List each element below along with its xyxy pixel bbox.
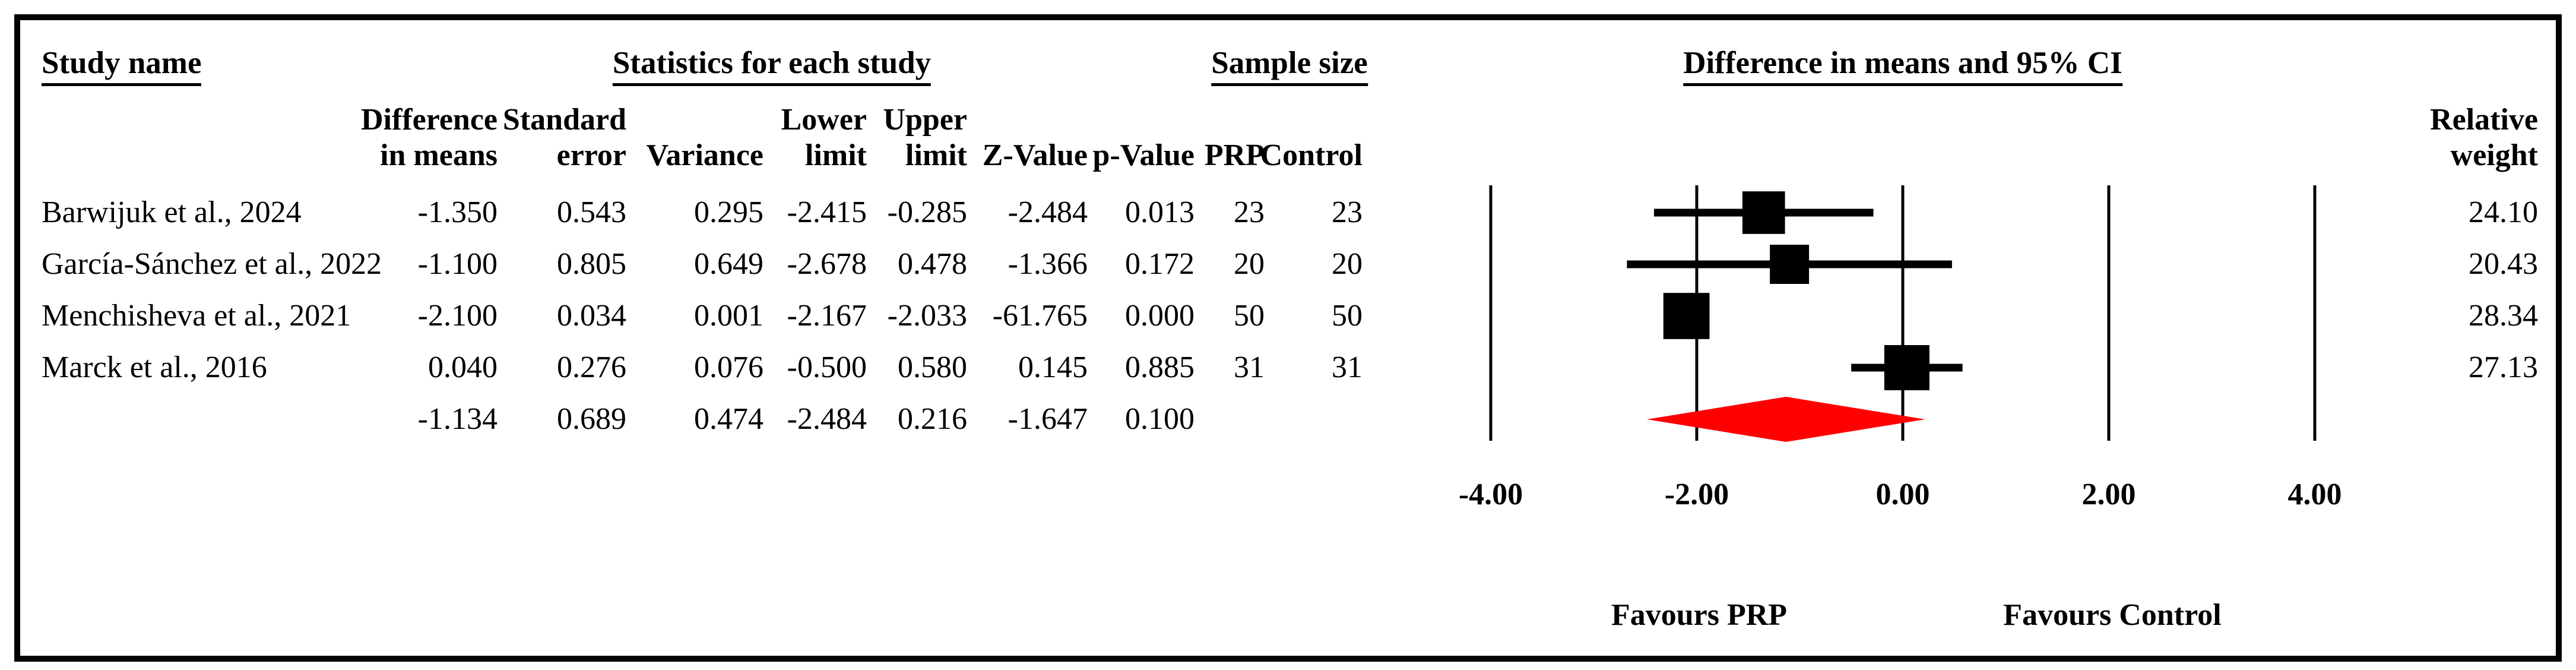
- stat-cell: 0.478: [898, 247, 967, 281]
- stat-cell: -2.484: [1007, 195, 1088, 229]
- col-header-diff-line2: in means: [380, 138, 498, 172]
- relative-weight-cell: 24.10: [2469, 195, 2538, 229]
- summary-stat-cell: -2.484: [787, 402, 867, 436]
- stat-cell: -2.033: [887, 299, 967, 333]
- study-weight-square: [1770, 245, 1810, 284]
- col-header-zvalue: Z-Value: [982, 138, 1088, 172]
- stat-cell: 20: [1332, 247, 1363, 281]
- stat-cell: -1.100: [417, 247, 498, 281]
- stat-cell: 50: [1332, 299, 1363, 333]
- col-header-se-line2: error: [556, 138, 626, 172]
- stat-cell: 31: [1332, 350, 1363, 384]
- stat-cell: 0.145: [1018, 350, 1088, 384]
- stat-cell: -0.285: [887, 195, 967, 229]
- stat-cell: 0.001: [694, 299, 763, 333]
- summary-stat-cell: 0.474: [694, 402, 763, 436]
- stat-cell: -2.167: [787, 299, 867, 333]
- col-header-pvalue: p-Value: [1092, 138, 1194, 172]
- stat-cell: -1.366: [1007, 247, 1088, 281]
- study-weight-square: [1884, 345, 1929, 391]
- col-header-control: Control: [1260, 138, 1363, 172]
- stat-cell: 0.543: [557, 195, 626, 229]
- col-header-lower-line2: limit: [805, 138, 867, 172]
- stat-cell: 31: [1234, 350, 1265, 384]
- summary-stat-cell: 0.689: [557, 402, 626, 436]
- relative-weight-cell: 20.43: [2469, 247, 2538, 281]
- ci-title-header: Difference in means and 95% CI: [1683, 45, 2122, 86]
- stat-cell: 50: [1234, 299, 1265, 333]
- col-header-diff-line1: Difference: [360, 103, 498, 137]
- col-header-upper-line2: limit: [905, 138, 967, 172]
- study-name-header: Study name: [42, 45, 202, 86]
- stat-cell: -61.765: [992, 299, 1088, 333]
- col-header-prp: PRP: [1204, 138, 1265, 172]
- summary-stat-cell: 0.216: [898, 402, 967, 436]
- axis-tick-label: 4.00: [2287, 478, 2342, 511]
- axis-tick-label: 2.00: [2081, 478, 2136, 511]
- relative-weight-cell: 28.34: [2469, 299, 2538, 333]
- stat-cell: -2.100: [417, 299, 498, 333]
- col-header-relative-weight-line1: Relative: [2430, 103, 2538, 137]
- statistics-header: Statistics for each study: [612, 45, 931, 86]
- axis-tick-label: -2.00: [1664, 478, 1729, 511]
- summary-diamond: [1647, 397, 1925, 442]
- study-name: Menchisheva et al., 2021: [42, 299, 351, 333]
- col-header-lower-line1: Lower: [781, 103, 867, 137]
- stat-cell: 0.013: [1125, 195, 1194, 229]
- col-header-relative-weight-line2: weight: [2450, 138, 2538, 172]
- relative-weight-cell: 27.13: [2469, 350, 2538, 384]
- stat-cell: 0.885: [1125, 350, 1194, 384]
- stat-cell: 0.076: [694, 350, 763, 384]
- stat-cell: -0.500: [787, 350, 867, 384]
- study-weight-square: [1742, 191, 1785, 234]
- axis-tick-label: 0.00: [1875, 478, 1930, 511]
- summary-stat-cell: -1.134: [417, 402, 498, 436]
- stat-cell: 23: [1332, 195, 1363, 229]
- axis-tick-label: -4.00: [1458, 478, 1523, 511]
- col-header-se-line1: Standard: [502, 103, 626, 137]
- stat-cell: 0.580: [898, 350, 967, 384]
- stat-cell: 0.172: [1125, 247, 1194, 281]
- study-weight-square: [1663, 293, 1710, 339]
- stat-cell: 0.000: [1125, 299, 1194, 333]
- col-header-upper-line1: Upper: [883, 103, 967, 137]
- stat-cell: 0.805: [557, 247, 626, 281]
- stat-cell: -1.350: [417, 195, 498, 229]
- sample-size-header: Sample size: [1211, 45, 1368, 86]
- stat-cell: 0.276: [557, 350, 626, 384]
- study-name: García-Sánchez et al., 2022: [42, 247, 382, 281]
- favours-control-label: Favours Control: [2003, 598, 2222, 632]
- stat-cell: -2.678: [787, 247, 867, 281]
- favours-prp-label: Favours PRP: [1611, 598, 1788, 632]
- col-header-variance: Variance: [646, 138, 763, 172]
- stat-cell: 20: [1234, 247, 1265, 281]
- summary-stat-cell: -1.647: [1007, 402, 1088, 436]
- stat-cell: 23: [1234, 195, 1265, 229]
- summary-stat-cell: 0.100: [1125, 402, 1194, 436]
- study-name: Marck et al., 2016: [42, 350, 267, 384]
- stat-cell: 0.040: [428, 350, 498, 384]
- stat-cell: 0.295: [694, 195, 763, 229]
- figure-border: [14, 14, 2562, 662]
- stat-cell: 0.649: [694, 247, 763, 281]
- stat-cell: -2.415: [787, 195, 867, 229]
- stat-cell: 0.034: [557, 299, 626, 333]
- study-name: Barwijuk et al., 2024: [42, 195, 302, 229]
